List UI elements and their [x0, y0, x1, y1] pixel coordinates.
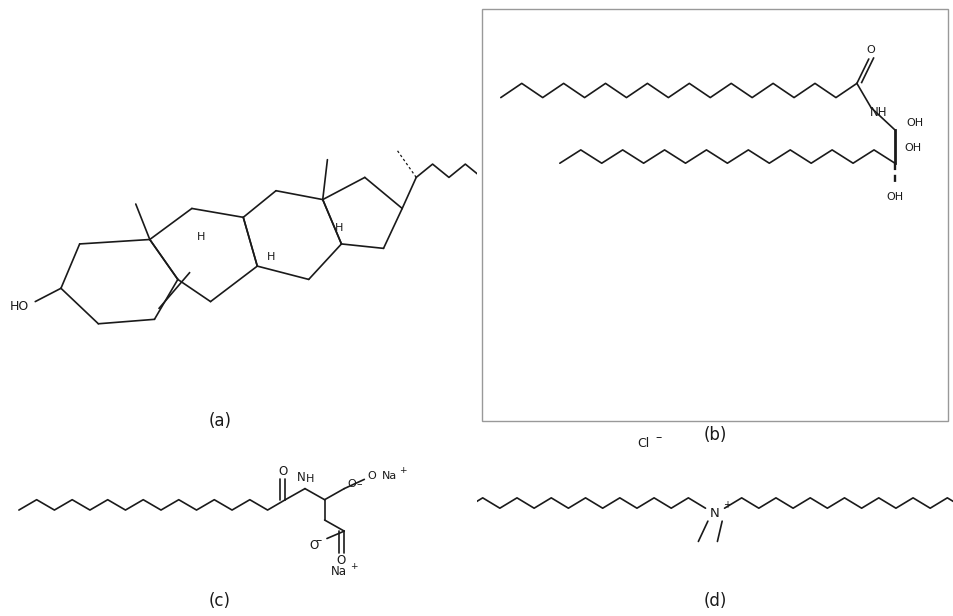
Text: N: N [709, 507, 720, 521]
Text: Cl: Cl [637, 437, 649, 450]
Text: Na: Na [331, 565, 346, 578]
Text: +: + [399, 466, 407, 476]
Text: H: H [335, 224, 343, 233]
Text: OH: OH [903, 143, 921, 153]
Text: O: O [367, 471, 375, 480]
Text: O: O [866, 45, 875, 55]
Text: (b): (b) [702, 426, 726, 444]
Text: (a): (a) [208, 412, 232, 431]
Text: O: O [310, 540, 318, 553]
Text: (c): (c) [209, 591, 231, 610]
Text: O: O [277, 466, 287, 479]
Text: H: H [305, 474, 314, 484]
Text: HO: HO [10, 299, 30, 312]
Text: NH: NH [868, 106, 886, 119]
Text: N: N [297, 471, 306, 484]
Text: +: + [722, 500, 730, 509]
Text: –: – [315, 534, 322, 547]
Text: H: H [267, 252, 275, 262]
Text: +: + [350, 562, 357, 572]
Text: OH: OH [885, 192, 902, 202]
Text: H: H [197, 232, 205, 242]
Text: OH: OH [906, 118, 923, 128]
Text: Na: Na [381, 471, 396, 480]
Text: –: – [356, 479, 362, 489]
Text: O: O [347, 479, 355, 489]
Text: –: – [655, 431, 661, 445]
Text: O: O [336, 554, 346, 567]
Text: (d): (d) [702, 591, 726, 610]
